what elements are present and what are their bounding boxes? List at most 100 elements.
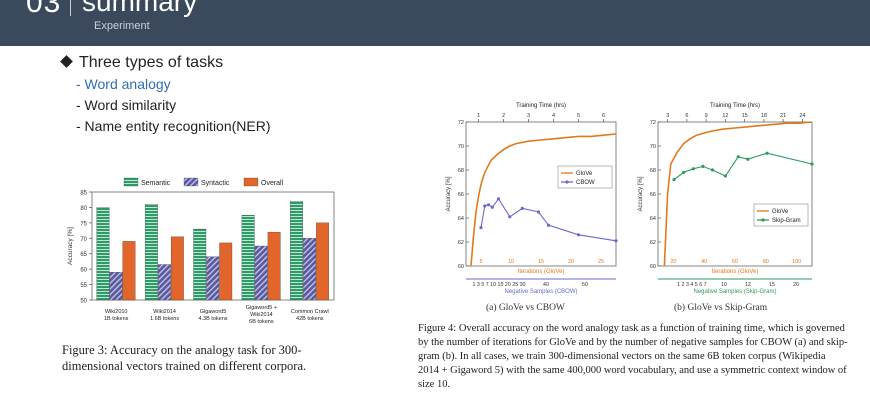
sub-bullet-word-analogy: - Word analogy: [76, 76, 171, 92]
y-tick-label: 55: [80, 283, 87, 289]
x-category-label: Common Crawl: [291, 309, 329, 315]
bar-syntactic: [254, 245, 268, 301]
y-tick-label: 64: [650, 216, 656, 222]
bar-semantic: [290, 201, 303, 301]
series-point-cbow: [520, 206, 524, 210]
series-point-skip-gram: [810, 162, 814, 166]
series-line-cbow: [480, 197, 617, 242]
y-tick-label: 75: [80, 221, 87, 227]
series-point-skip-gram: [736, 155, 740, 159]
figure4b-line-chart: Training Time (hrs) 3 6 9 12 15 18 21 24 60 62 64 66…: [638, 103, 814, 295]
x-category-tokens: 42B tokens: [296, 316, 324, 322]
bullet-list: Three types of tasks - Word analogy - Wo…: [60, 54, 271, 139]
section-subtitle: Experiment: [94, 20, 150, 32]
top-tick-label: 24: [799, 113, 805, 119]
series-point-cbow: [536, 210, 541, 214]
series-point-skip-gram: [682, 170, 686, 174]
bottom-tick-label: 60: [732, 259, 738, 265]
legend-label-overall: Overall: [261, 180, 284, 187]
section-number: 03: [26, 0, 62, 19]
section-title: summary: [82, 0, 198, 17]
bar-semantic: [193, 228, 207, 301]
top-tick-label: 12: [722, 113, 728, 119]
series-point-cbow: [483, 204, 487, 208]
legend-label-cbow: CBOW: [576, 180, 595, 186]
bottom-tick-label: 40: [701, 259, 707, 265]
x-category-tokens: 1B tokens: [104, 316, 129, 322]
sub-bullet-ner: - Name entity recognition(NER): [76, 118, 271, 134]
plot-frame: [657, 121, 813, 267]
bar-overall: [316, 222, 329, 301]
legend-swatch-overall: [243, 177, 259, 187]
top-tick-label: 3: [527, 113, 530, 119]
bottom2-tick-label: 12: [745, 282, 751, 288]
figure4a-line-chart: Training Time (hrs) 1 2 3 4 5 6 60 62 64 66 68 70 72 A…: [446, 103, 618, 295]
bar-overall: [219, 242, 233, 301]
y-tick-label: 60: [650, 264, 656, 270]
slide-header: 03 summary Experiment: [0, 0, 870, 46]
x-category-tokens: 4.3B tokens: [198, 316, 227, 322]
bottom2-tick-label: 20: [793, 282, 799, 288]
series-point-skip-gram: [723, 174, 727, 178]
y-tick-label: 60: [80, 268, 87, 274]
figure4-caption: Figure 4: Overall accuracy on the word a…: [418, 323, 848, 390]
top-tick-label: 6: [685, 113, 688, 119]
series-point-cbow: [490, 205, 494, 209]
top-tick-label: 1: [477, 113, 480, 119]
bottom2-tick-label: 15: [769, 282, 775, 288]
y-tick-label: 68: [458, 168, 464, 174]
figure3-bar-chart: 50 55 60 65 70 75 80 85 Accuracy [%] Semantic Synt…: [67, 177, 335, 325]
series-point-cbow: [486, 203, 491, 207]
x-category-label: Gigaword5 +: [246, 305, 277, 311]
x-category-tokens: 6B tokens: [249, 319, 274, 325]
bottom-tick-label: 100: [792, 259, 801, 265]
y-axis-label: Accuracy [%]: [67, 227, 74, 265]
bottom-tick-label: 80: [763, 259, 769, 265]
bottom-axis-label: Iterations (GloVe): [518, 269, 565, 275]
y-axis-label: Accuracy [%]: [446, 176, 452, 211]
series-point-skip-gram: [691, 167, 695, 171]
y-axis-label: Accuracy [%]: [638, 176, 644, 211]
x-category-label: Gigaword5: [200, 309, 227, 315]
x-category-label: Wiki2010: [105, 309, 128, 315]
diamond-bullet-icon: [60, 55, 73, 68]
bar-semantic: [241, 214, 255, 301]
bottom2-axis-label: Negative Samples (CBOW): [504, 289, 577, 295]
x-category-label: Wiki2014: [250, 312, 273, 318]
bar-overall: [267, 231, 281, 301]
plot-frame: [465, 121, 617, 267]
legend-label-glove: GloVe: [772, 209, 789, 215]
bottom2-tick-label: 10: [721, 282, 727, 288]
header-divider: [70, 0, 71, 16]
sub-bullet-word-similarity: - Word similarity: [76, 97, 177, 113]
main-bullet-text: Three types of tasks: [79, 54, 224, 71]
top-tick-label: 6: [602, 113, 605, 119]
x-category-tokens: 1.6B tokens: [150, 316, 179, 322]
series-point-skip-gram: [765, 151, 769, 155]
series-point-cbow: [479, 226, 483, 230]
bottom2-tick-label: 1 2 3 4 5 6 7: [677, 282, 707, 288]
legend-label-syntactic: Syntactic: [201, 180, 230, 187]
y-tick-label: 80: [80, 206, 87, 212]
series-line-glove: [470, 133, 617, 267]
series-line-skip-gram: [673, 152, 813, 181]
bottom-tick-label: 10: [508, 259, 514, 265]
bottom-tick-label: 5: [479, 259, 482, 265]
top-tick-label: 15: [742, 113, 748, 119]
y-tick-label: 65: [80, 252, 87, 258]
top-tick-label: 9: [705, 113, 708, 119]
y-tick-label: 64: [458, 216, 464, 222]
series-point-skip-gram: [710, 168, 715, 172]
series-point-cbow: [576, 233, 581, 237]
legend-marker-skip-gram: [761, 218, 765, 222]
bottom-tick-label: 25: [598, 259, 604, 265]
y-tick-label: 66: [650, 192, 656, 198]
figure3-caption: Figure 3: Accuracy on the analogy task f…: [62, 343, 307, 373]
y-tick-label: 62: [458, 240, 464, 246]
legend-swatch-syntactic: [183, 177, 199, 187]
top-axis-label: Training Time (hrs): [516, 103, 566, 109]
bar-syntactic: [303, 238, 316, 301]
y-tick-label: 72: [458, 120, 464, 126]
top-axis-label: Training Time (hrs): [710, 103, 760, 109]
y-tick-label: 70: [650, 144, 656, 150]
